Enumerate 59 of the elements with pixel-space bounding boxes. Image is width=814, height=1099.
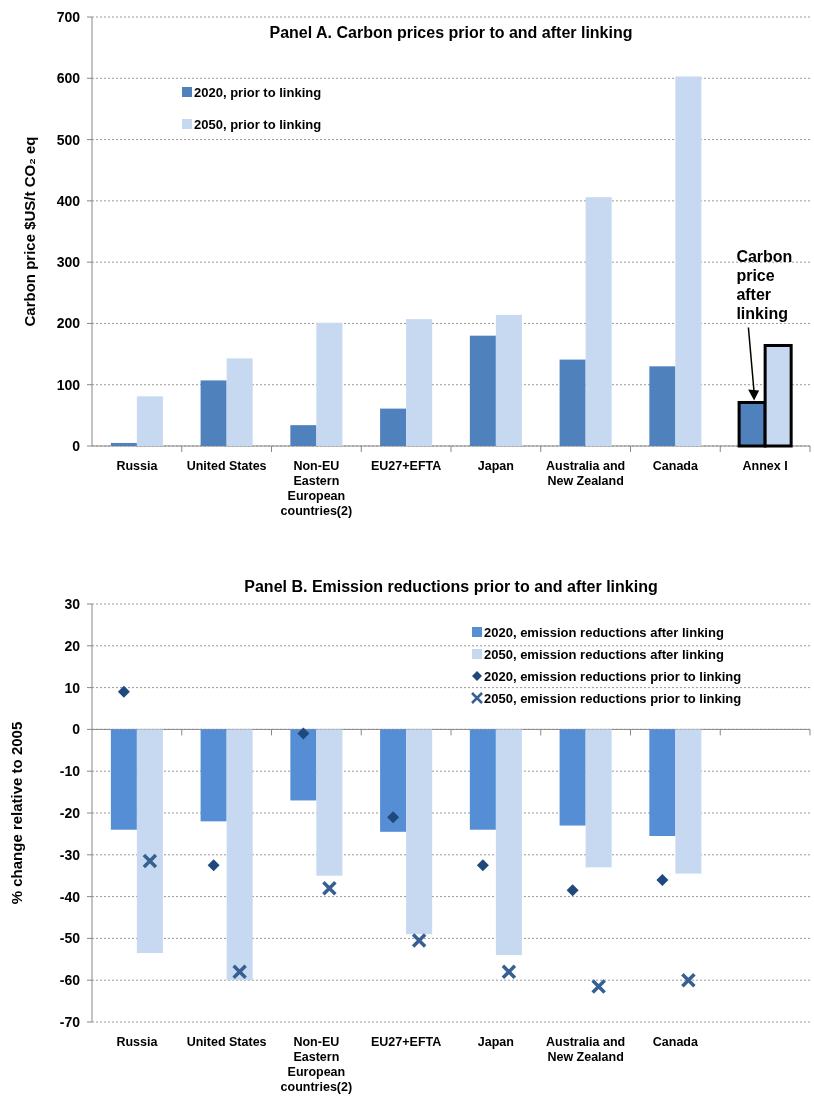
y-tick-label: -20 xyxy=(59,805,81,821)
bar xyxy=(200,380,227,446)
y-tick-label: 30 xyxy=(64,596,81,612)
bar xyxy=(585,197,612,446)
bar xyxy=(675,76,702,446)
bar xyxy=(110,442,137,446)
bar xyxy=(290,425,317,446)
y-tick-label: 0 xyxy=(72,721,81,738)
chart-title: Panel B. Emission reductions prior to and after linking xyxy=(244,578,658,595)
bar xyxy=(649,366,676,446)
y-axis-title: % change relative to 2005 xyxy=(8,721,25,905)
x-tick-label: United States xyxy=(186,1035,267,1049)
bar xyxy=(559,359,586,446)
y-tick-label: 10 xyxy=(64,679,81,696)
chart-title: Panel A. Carbon prices prior to and after linking xyxy=(269,24,633,41)
legend-label: 2050, emission reductions prior to linking xyxy=(484,690,742,706)
y-tick-label: 20 xyxy=(64,637,81,654)
y-tick-label: 200 xyxy=(56,315,81,332)
y-axis-title: Carbon price $US/t CO₂ eq xyxy=(21,136,38,327)
y-tick-label: 700 xyxy=(56,9,81,25)
y-tick-label: 400 xyxy=(56,192,81,209)
y-tick-label: 0 xyxy=(72,438,81,454)
y-tick-label: -30 xyxy=(59,846,81,863)
bar xyxy=(380,408,407,446)
bar xyxy=(316,322,343,446)
x-tick-label: Canada xyxy=(652,459,699,473)
x-tick-label: Non-EU Eastern European countries(2) xyxy=(280,1035,353,1094)
x-tick-label: EU27+EFTA xyxy=(370,1035,442,1049)
x-tick-label: Russia xyxy=(116,1035,159,1049)
x-tick-label: Russia xyxy=(116,459,159,473)
y-tick-label: 500 xyxy=(56,131,81,148)
x-tick-label: Annex I xyxy=(742,459,788,473)
y-tick-label: 100 xyxy=(56,376,81,393)
legend-label: 2020, emission reductions prior to linking xyxy=(484,668,742,684)
y-tick-label: -50 xyxy=(59,930,81,947)
y-tick-label: -10 xyxy=(59,763,81,780)
y-tick-label: -70 xyxy=(59,1014,81,1030)
bar xyxy=(495,314,522,446)
legend-label: 2050, prior to linking xyxy=(194,116,322,132)
x-tick-label: Canada xyxy=(652,1035,699,1049)
legend-label: 2020, emission reductions after linking xyxy=(484,624,724,640)
bar xyxy=(226,358,253,446)
bar xyxy=(406,319,433,446)
x-tick-label: EU27+EFTA xyxy=(370,459,442,473)
x-tick-label: Non-EU Eastern European countries(2) xyxy=(280,459,353,518)
x-tick-label: Japan xyxy=(477,459,514,473)
y-tick-label: 300 xyxy=(56,254,81,271)
bar xyxy=(136,396,163,446)
legend-label: 2020, prior to linking xyxy=(194,84,322,100)
x-tick-label: Japan xyxy=(477,1035,514,1049)
x-tick-label: United States xyxy=(186,459,267,473)
x-tick-label: Australia and New Zealand xyxy=(546,1035,626,1064)
y-tick-label: 600 xyxy=(56,70,81,87)
annotation: Carbon price after linking xyxy=(736,248,793,323)
y-tick-label: -40 xyxy=(59,888,81,905)
y-tick-label: -60 xyxy=(59,972,81,989)
bar xyxy=(469,335,496,446)
legend-label: 2050, emission reductions after linking xyxy=(484,646,724,662)
x-tick-label: Australia and New Zealand xyxy=(546,459,626,488)
